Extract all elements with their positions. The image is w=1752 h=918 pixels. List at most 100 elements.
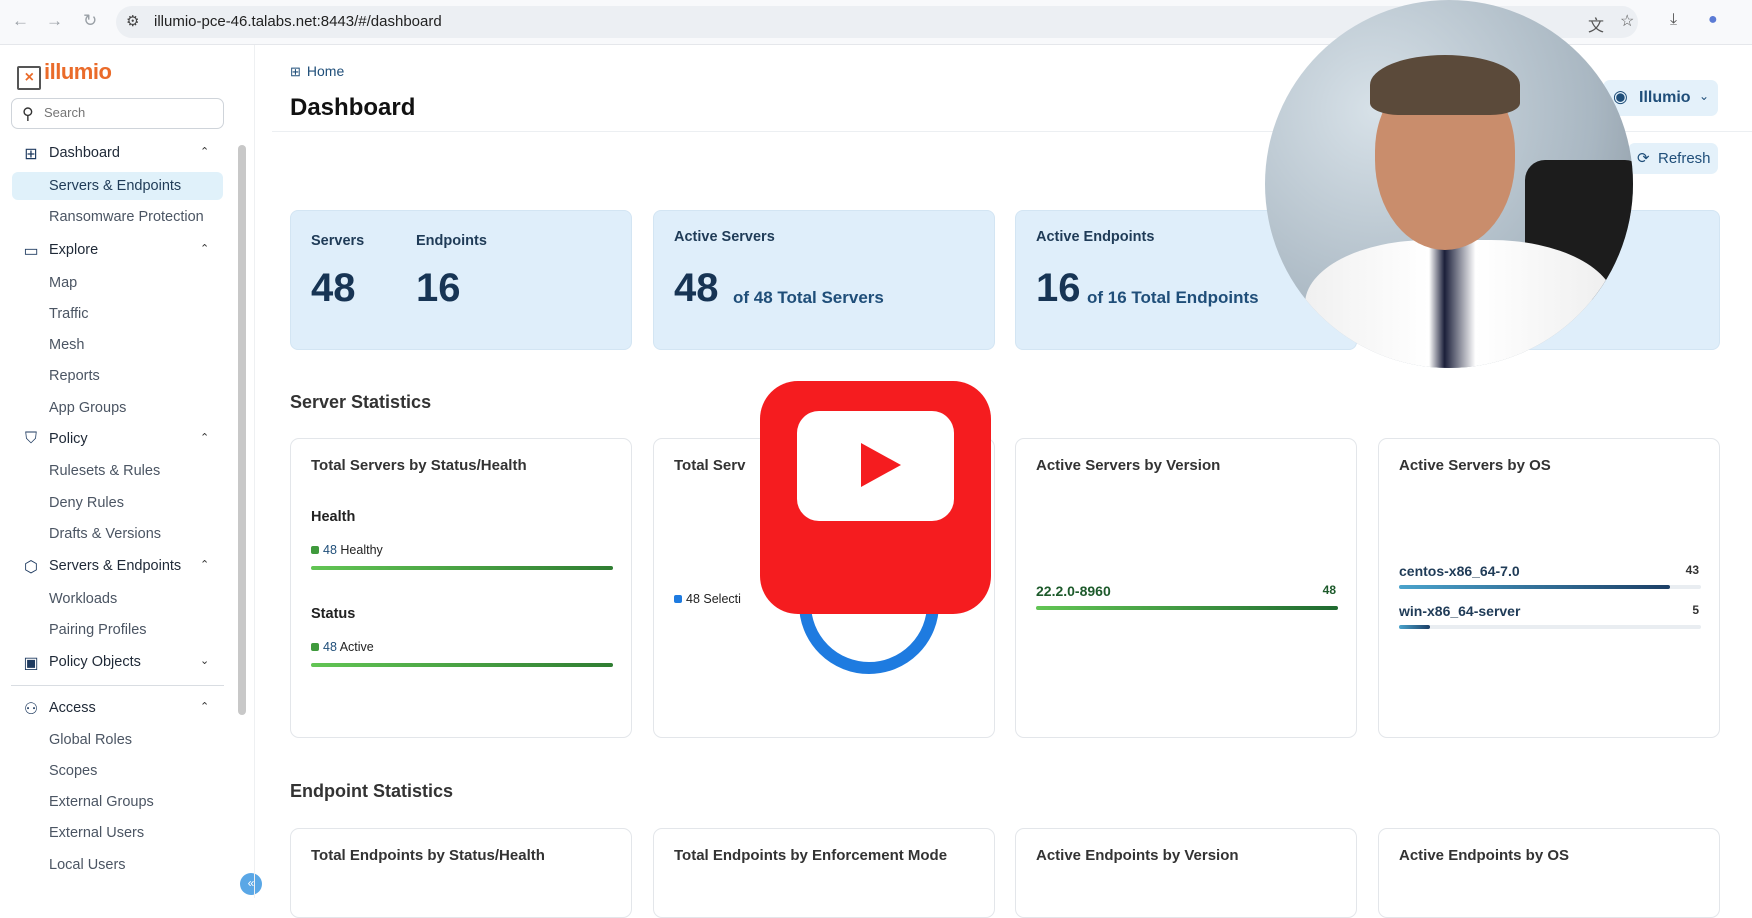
healthy-text: Healthy (340, 543, 383, 557)
chevron-up-icon[interactable]: ⌃ (200, 432, 210, 444)
card-title: Active Servers by Version (1036, 457, 1221, 474)
os-bar-fill (1399, 625, 1431, 629)
version-count: 48 (1322, 583, 1336, 597)
os-count: 5 (1692, 603, 1699, 617)
summary-card-active-servers: Active Servers 48 of 48 Total Servers (653, 210, 995, 350)
reload-icon[interactable]: ↻ (83, 11, 98, 30)
summary-card-totals: Servers 48 Endpoints 16 (290, 210, 632, 350)
org-menu-button[interactable]: ◉ Illumio ⌄ (1603, 80, 1718, 116)
os-bar[interactable] (1399, 585, 1701, 589)
breadcrumb-home[interactable]: Home (306, 63, 345, 79)
nav-item-app-groups[interactable]: App Groups (49, 400, 127, 416)
star-icon[interactable]: ☆ (1620, 13, 1635, 30)
nav-item-map[interactable]: Map (49, 275, 78, 291)
youtube-play-icon[interactable] (760, 381, 991, 614)
endpoints-count[interactable]: 16 (416, 266, 461, 310)
search-icon: ⚲ (22, 106, 34, 123)
profile-icon[interactable]: ● (1708, 11, 1718, 28)
health-label: Health (311, 509, 356, 525)
servers-label: Servers (311, 233, 365, 249)
translate-icon[interactable]: 文 (1588, 18, 1605, 35)
version-bar[interactable] (1036, 606, 1338, 610)
os-label: win-x86_64-server (1399, 603, 1521, 619)
nav-item-external-groups[interactable]: External Groups (49, 794, 154, 810)
nav-item-deny-rules[interactable]: Deny Rules (49, 495, 124, 511)
sidebar-scrollbar[interactable] (238, 145, 246, 715)
chevron-up-icon[interactable]: ⌃ (200, 559, 210, 571)
nav-item-pairing-profiles[interactable]: Pairing Profiles (49, 622, 147, 638)
nav-item-ransomware-protection[interactable]: Ransomware Protection (49, 209, 204, 225)
sidebar-divider (11, 685, 224, 686)
nav-item-reports[interactable]: Reports (49, 368, 100, 384)
logo-mark-icon: × (17, 66, 41, 90)
legend-selective[interactable]: 48 Selecti (674, 592, 741, 606)
legend-swatch (311, 643, 319, 651)
card-servers-by-version: Active Servers by Version 22.2.0-8960 48 (1015, 438, 1357, 738)
card-servers-status-health: Total Servers by Status/Health Health 48… (290, 438, 632, 738)
servers-count[interactable]: 48 (311, 266, 356, 310)
nav-item-mesh[interactable]: Mesh (49, 337, 85, 353)
card-endpoints-by-os: Active Endpoints by OS (1378, 828, 1720, 918)
nav-section-label: Policy Objects (49, 654, 141, 670)
illumio-logo[interactable]: × illumio (17, 59, 112, 90)
status-bar-fill (311, 663, 613, 667)
grid-icon: ⊞ (290, 64, 301, 79)
download-icon[interactable]: ⤓ (1670, 11, 1678, 28)
active-servers-count[interactable]: 48 (674, 266, 719, 310)
card-title: Active Endpoints by Version (1036, 847, 1239, 864)
nav-item-traffic[interactable]: Traffic (49, 306, 89, 322)
explore-icon: ▭ (23, 243, 39, 260)
legend-healthy[interactable]: 48 Healthy (311, 543, 383, 557)
os-label: centos-x86_64-7.0 (1399, 563, 1520, 579)
forward-icon[interactable]: → (46, 11, 63, 30)
refresh-label: Refresh (1658, 150, 1711, 167)
legend-swatch (311, 546, 319, 554)
card-title: Active Endpoints by OS (1399, 847, 1570, 864)
nav-item-rulesets-rules[interactable]: Rulesets & Rules (49, 463, 161, 479)
server-statistics-heading: Server Statistics (290, 392, 432, 412)
url-text[interactable]: illumio-pce-46.talabs.net:8443/#/dashboa… (154, 13, 442, 30)
chevron-down-icon[interactable]: ⌄ (200, 655, 210, 667)
site-settings-icon[interactable]: ⚙ (126, 13, 140, 30)
legend-active[interactable]: 48 Active (311, 640, 374, 654)
chevron-up-icon[interactable]: ⌃ (200, 243, 210, 255)
youtube-play-inner (797, 411, 954, 521)
webcam-hair (1370, 55, 1520, 115)
user-circle-icon: ◉ (1613, 87, 1628, 106)
sidebar-search[interactable]: ⚲ (11, 98, 224, 129)
collapse-sidebar-button[interactable]: « (240, 873, 262, 895)
status-bar[interactable] (311, 663, 613, 667)
cube-icon: ⬡ (24, 559, 38, 576)
refresh-icon: ⟳ (1637, 150, 1650, 167)
card-title: Total Endpoints by Enforcement Mode (674, 847, 948, 864)
card-title: Total Servers by Status/Health (311, 457, 527, 474)
search-input[interactable] (44, 105, 214, 120)
nav-item-scopes[interactable]: Scopes (49, 763, 98, 779)
nav-item-drafts-versions[interactable]: Drafts & Versions (49, 526, 162, 542)
page-title: Dashboard (290, 94, 416, 121)
webcam-overlay (1265, 0, 1633, 368)
card-endpoints-by-version: Active Endpoints by Version (1015, 828, 1357, 918)
nav-item-local-users[interactable]: Local Users (49, 857, 126, 873)
card-title: Active Servers by OS (1399, 457, 1551, 474)
nav-item-servers-endpoints[interactable]: Servers & Endpoints (12, 172, 223, 200)
endpoint-statistics-heading: Endpoint Statistics (290, 781, 454, 801)
active-servers-label: Active Servers (674, 229, 775, 245)
card-servers-by-os: Active Servers by OS centos-x86_64-7.0 4… (1378, 438, 1720, 738)
active-endpoints-count[interactable]: 16 (1036, 266, 1081, 310)
version-label: 22.2.0-8960 (1036, 583, 1111, 599)
header-divider (272, 131, 1752, 132)
refresh-button[interactable]: ⟳ Refresh (1628, 143, 1718, 174)
active-endpoints-total: of 16 Total Endpoints (1087, 288, 1259, 307)
nav-item-workloads[interactable]: Workloads (49, 591, 118, 607)
webcam-shirt (1305, 240, 1615, 368)
nav-item-global-roles[interactable]: Global Roles (49, 732, 133, 748)
os-bar[interactable] (1399, 625, 1701, 629)
nav-item-external-users[interactable]: External Users (49, 825, 145, 841)
breadcrumb[interactable]: ⊞ Home (290, 63, 344, 80)
back-icon[interactable]: ← (12, 11, 29, 30)
nav-section-label: Access (49, 700, 96, 716)
chevron-up-icon[interactable]: ⌃ (200, 146, 210, 158)
chevron-up-icon[interactable]: ⌃ (200, 701, 210, 713)
health-bar[interactable] (311, 566, 613, 570)
